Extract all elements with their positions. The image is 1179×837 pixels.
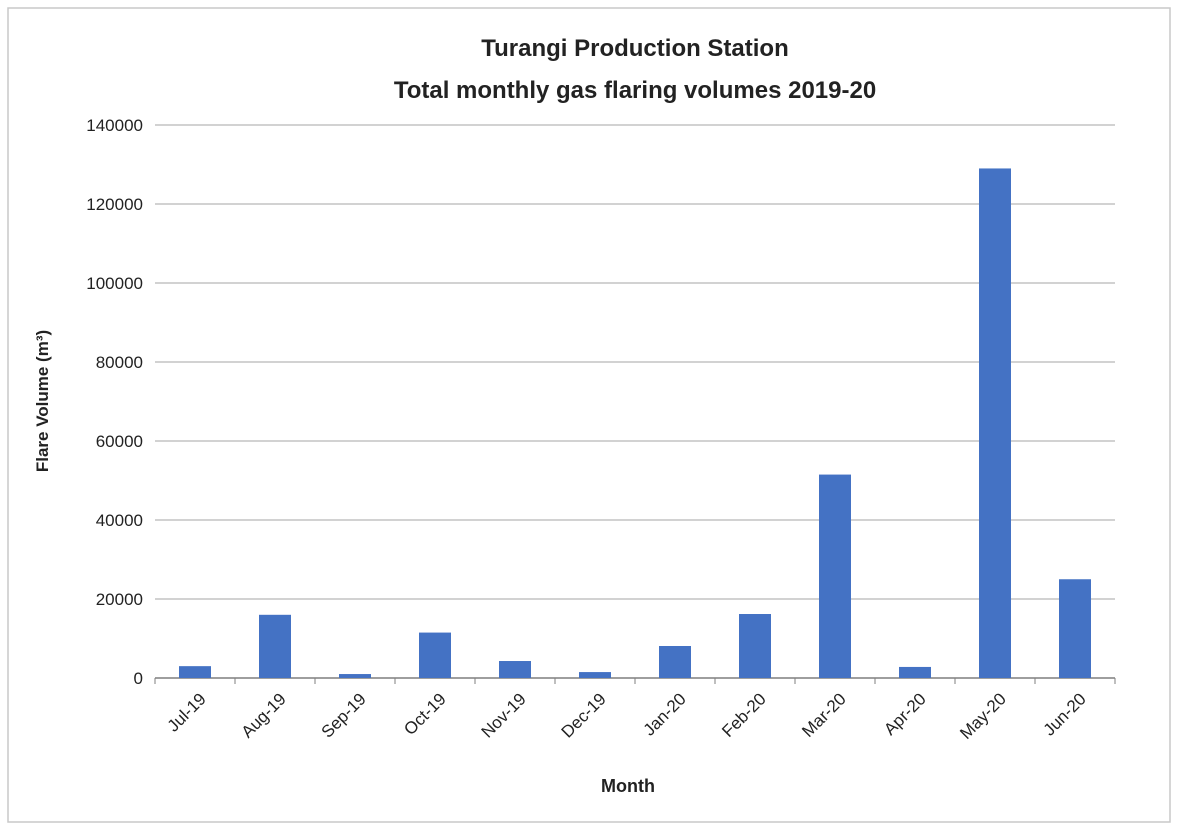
y-tick-label: 100000 xyxy=(86,274,143,293)
bar xyxy=(259,614,291,678)
y-tick-label: 20000 xyxy=(96,590,143,609)
y-tick-label: 120000 xyxy=(86,195,143,214)
bar xyxy=(1059,579,1091,678)
bar xyxy=(659,646,691,678)
bar xyxy=(499,661,531,678)
chart-title: Turangi Production Station xyxy=(481,35,789,62)
bar xyxy=(899,666,931,678)
y-tick-label: 0 xyxy=(134,669,143,688)
bar xyxy=(579,672,611,678)
y-axis-label: Flare Volume (m³) xyxy=(33,330,52,472)
bar xyxy=(979,168,1011,678)
chart-title: Total monthly gas flaring volumes 2019-2… xyxy=(394,77,876,104)
bar xyxy=(179,666,211,678)
y-tick-label: 80000 xyxy=(96,353,143,372)
bar xyxy=(419,632,451,678)
bar xyxy=(819,474,851,678)
bar xyxy=(739,614,771,678)
bar xyxy=(339,674,371,678)
y-tick-label: 60000 xyxy=(96,432,143,451)
y-tick-label: 140000 xyxy=(86,116,143,135)
x-axis-label: Month xyxy=(601,776,655,796)
y-tick-label: 40000 xyxy=(96,511,143,530)
chart-frame xyxy=(7,7,1171,823)
